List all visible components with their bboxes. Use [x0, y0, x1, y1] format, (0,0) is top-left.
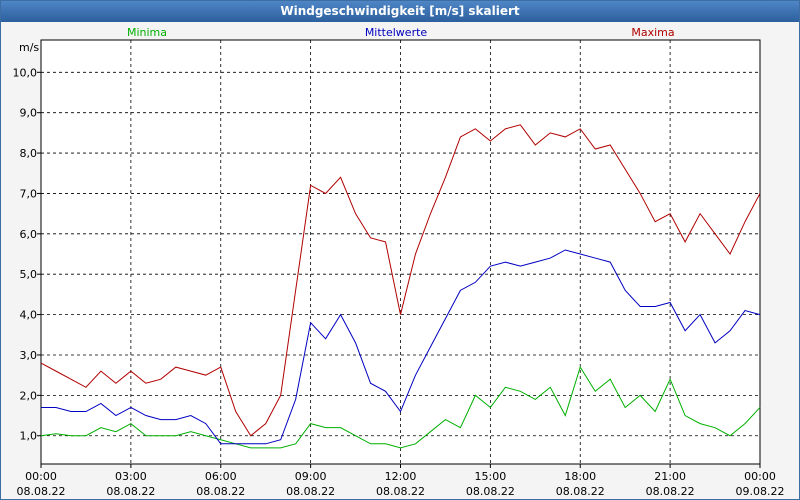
y-tick-label: 7,0: [20, 187, 38, 200]
x-tick-time: 09:00: [295, 470, 327, 483]
y-tick-labels: 1,0 2,0 3,0 4,0 5,0 6,0 7,0 8,0 9,0 10,0: [13, 66, 38, 442]
y-tick-label: 10,0: [13, 66, 38, 79]
series-line-maxima: [40, 124, 761, 437]
x-tick-time: 21:00: [654, 470, 686, 483]
y-tick-label: 5,0: [20, 268, 38, 281]
x-tick-time: 00:00: [25, 470, 57, 483]
series-line-mittelwerte: [41, 249, 761, 445]
x-tick-date: 08.08.22: [17, 485, 66, 498]
x-tick-time: 03:00: [115, 470, 147, 483]
y-tick-label: 2,0: [20, 389, 38, 402]
x-tick-date: 08.08.22: [556, 485, 605, 498]
x-tick-time: 18:00: [564, 470, 596, 483]
legend-item-minima: Minima: [127, 26, 167, 39]
series-lines: [40, 124, 761, 449]
grid-lines: [37, 40, 761, 468]
x-tick-time: 12:00: [385, 470, 417, 483]
x-tick-date: 08.08.22: [196, 485, 245, 498]
y-tick-label: 9,0: [20, 107, 38, 120]
y-tick-label: 3,0: [20, 349, 38, 362]
y-tick-label: 4,0: [20, 309, 38, 322]
x-tick-date: 08.08.22: [466, 485, 515, 498]
x-tick-labels: 00:00 08.08.22 03:00 08.08.22 06:00 08.08.22 0…: [17, 470, 785, 498]
x-tick-date: 08.08.22: [106, 485, 155, 498]
legend-item-mittelwerte: Mittelwerte: [365, 26, 428, 39]
window-title: Windgeschwindigkeit [m/s] skaliert: [1, 1, 799, 22]
y-tick-label: 8,0: [20, 147, 38, 160]
legend-item-maxima: Maxima: [631, 26, 674, 39]
x-tick-date: 08.08.22: [286, 485, 335, 498]
series-line-minima: [40, 365, 761, 449]
x-tick-time: 06:00: [205, 470, 237, 483]
y-axis-label: m/s: [19, 41, 39, 54]
x-tick-date: 09.08.22: [736, 485, 785, 498]
x-tick-date: 08.08.22: [646, 485, 695, 498]
legend: Minima Mittelwerte Maxima: [127, 26, 675, 39]
x-tick-time: 00:00: [744, 470, 776, 483]
chart-svg: m/s 1,0 2,0 3,0 4,0 5,0 6,0 7,0 8,0 9,0 10,0 00:0…: [13, 26, 785, 498]
x-tick-time: 15:00: [475, 470, 507, 483]
x-tick-date: 08.08.22: [376, 485, 425, 498]
y-tick-label: 6,0: [20, 228, 38, 241]
y-tick-label: 1,0: [20, 430, 38, 443]
